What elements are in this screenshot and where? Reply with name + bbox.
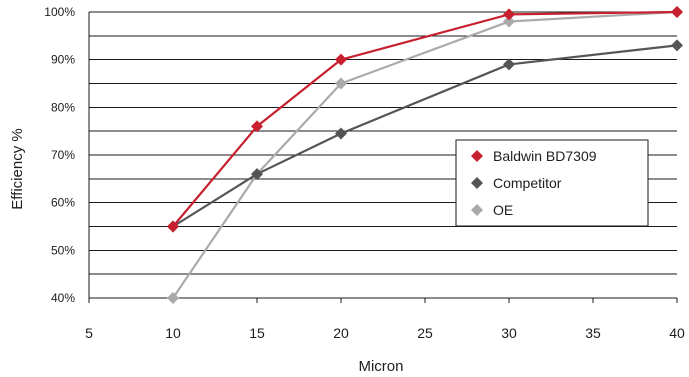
y-tick-label: 90% [51,53,75,67]
data-point-baldwin-bd7309 [503,8,515,21]
data-point-oe [167,292,179,304]
y-tick-label: 80% [51,100,75,114]
legend-marker [471,177,483,189]
data-point-baldwin-bd7309 [335,53,347,66]
x-tick-label: 25 [417,325,433,341]
data-point-oe [503,15,515,28]
x-tick-label: 10 [165,325,181,341]
y-tick-label: 50% [51,243,75,257]
data-point-competitor [671,39,683,52]
series-layer [167,6,683,304]
legend-marker [471,150,483,162]
legend-label: Competitor [493,175,562,191]
data-point-competitor [251,168,263,181]
data-point-baldwin-bd7309 [251,120,263,133]
y-tick-label: 100% [44,5,75,19]
x-tick-label: 15 [249,325,265,341]
data-point-baldwin-bd7309 [167,220,179,233]
data-point-baldwin-bd7309 [671,6,683,18]
data-point-competitor [335,127,347,140]
legend: Baldwin BD7309 Competitor OE [455,139,649,227]
legend-label: Baldwin BD7309 [493,148,597,164]
axis-layer: 40% 50% 60% 70% 80% 90% 100% 5 10 15 20 25 30 35 40 [44,5,685,341]
y-tick-label: 60% [51,196,75,210]
x-tick-label: 35 [585,325,601,341]
y-tick-label: 40% [51,291,75,305]
x-tick-label: 20 [333,325,349,341]
grid-layer [89,11,677,299]
x-tick-label: 30 [501,325,517,341]
x-tick-label: 40 [669,325,685,341]
legend-box [455,139,649,227]
x-axis-title: Micron [358,358,403,375]
legend-label: OE [493,202,513,218]
data-point-competitor [503,58,515,71]
x-tick-label: 5 [85,325,93,341]
y-axis-title: Efficiency % [9,128,26,209]
y-tick-label: 70% [51,148,75,162]
data-point-oe [335,77,347,90]
legend-marker [471,204,483,216]
